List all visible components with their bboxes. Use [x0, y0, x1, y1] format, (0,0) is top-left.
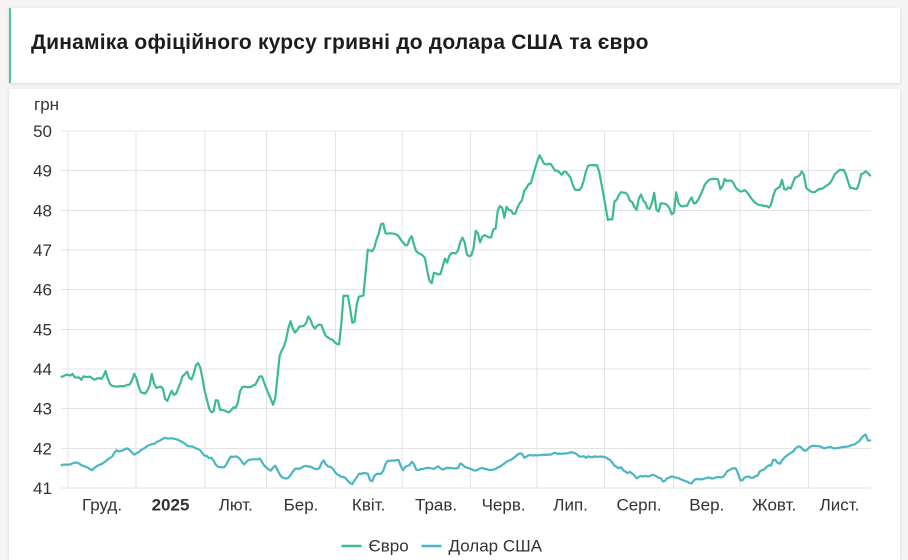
svg-text:47: 47: [33, 241, 52, 260]
svg-text:49: 49: [33, 162, 52, 181]
svg-text:48: 48: [33, 201, 52, 220]
svg-text:Трав.: Трав.: [415, 496, 457, 515]
svg-text:Жовт.: Жовт.: [752, 496, 796, 515]
svg-text:44: 44: [33, 360, 52, 379]
svg-text:43: 43: [33, 400, 52, 419]
svg-text:45: 45: [33, 320, 52, 339]
svg-text:2025: 2025: [152, 496, 190, 515]
svg-text:50: 50: [33, 122, 52, 141]
svg-text:Євро: Євро: [369, 537, 409, 556]
svg-text:Лют.: Лют.: [219, 496, 253, 515]
svg-text:Долар США: Долар США: [449, 537, 543, 556]
svg-text:41: 41: [33, 479, 52, 498]
svg-text:Бер.: Бер.: [284, 496, 319, 515]
svg-text:Лип.: Лип.: [553, 496, 588, 515]
svg-text:42: 42: [33, 439, 52, 458]
svg-text:46: 46: [33, 281, 52, 300]
svg-text:Лист.: Лист.: [820, 496, 860, 515]
svg-text:Черв.: Черв.: [482, 496, 526, 515]
svg-text:Груд.: Груд.: [82, 496, 122, 515]
svg-text:грн: грн: [34, 95, 59, 114]
svg-text:Вер.: Вер.: [689, 496, 724, 515]
svg-text:Квіт.: Квіт.: [352, 496, 385, 515]
svg-text:Серп.: Серп.: [616, 496, 661, 515]
